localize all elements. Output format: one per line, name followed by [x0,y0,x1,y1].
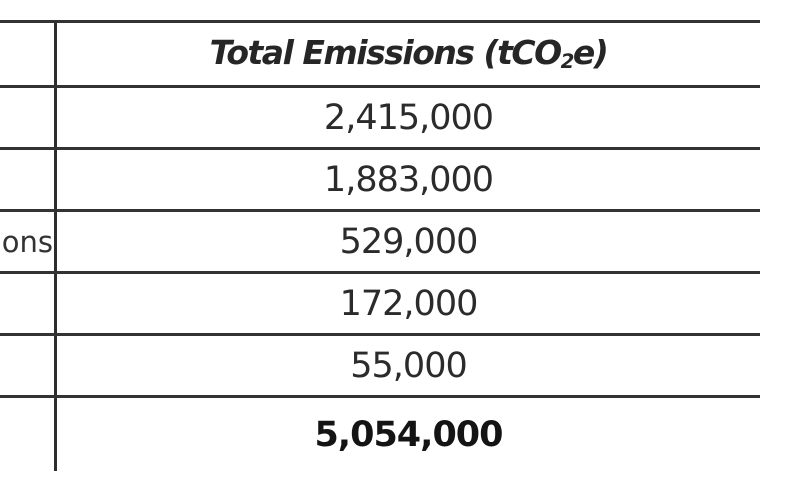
title-subscript: 2 [560,50,575,74]
table-row: 172,000 [0,274,760,336]
table-header-row: Total Emissions (tCO2e) [0,23,760,88]
emissions-value: 172,000 [339,283,479,324]
row-value-cell: 2,415,000 [57,88,760,147]
row-label-cell [0,150,57,209]
emissions-value: 55,000 [350,345,467,386]
row-value-cell: 172,000 [57,274,760,333]
emissions-value: 529,000 [339,221,479,262]
table-row: 55,000 [0,336,760,398]
emissions-table: Total Emissions (tCO2e) 2,415,000 1,883,… [0,20,760,471]
row-label-cell [0,398,57,471]
title-suffix: e) [572,32,609,72]
row-value-cell: 529,000 [57,212,760,271]
header-emissions-cell: Total Emissions (tCO2e) [57,23,760,85]
row-value-cell: 55,000 [57,336,760,395]
table-row: 1,883,000 [0,150,760,212]
header-left-cell [0,23,57,85]
table-row: 2,415,000 [0,88,760,150]
total-emissions-value: 5,054,000 [314,414,503,455]
row-label-cell: ons [0,212,57,271]
row-label-cell [0,88,57,147]
table-row: ons 529,000 [0,212,760,274]
emissions-column-title: Total Emissions (tCO2e) [209,32,609,76]
table-total-row: 5,054,000 [0,398,760,471]
emissions-value: 2,415,000 [323,97,494,138]
row-value-cell: 1,883,000 [57,150,760,209]
emissions-value: 1,883,000 [323,159,494,200]
row-label-cell [0,274,57,333]
row-label-cell [0,336,57,395]
title-prefix: Total Emissions (tCO [209,32,563,72]
row-value-cell: 5,054,000 [57,398,760,471]
truncated-row-label: ons [1,224,53,259]
